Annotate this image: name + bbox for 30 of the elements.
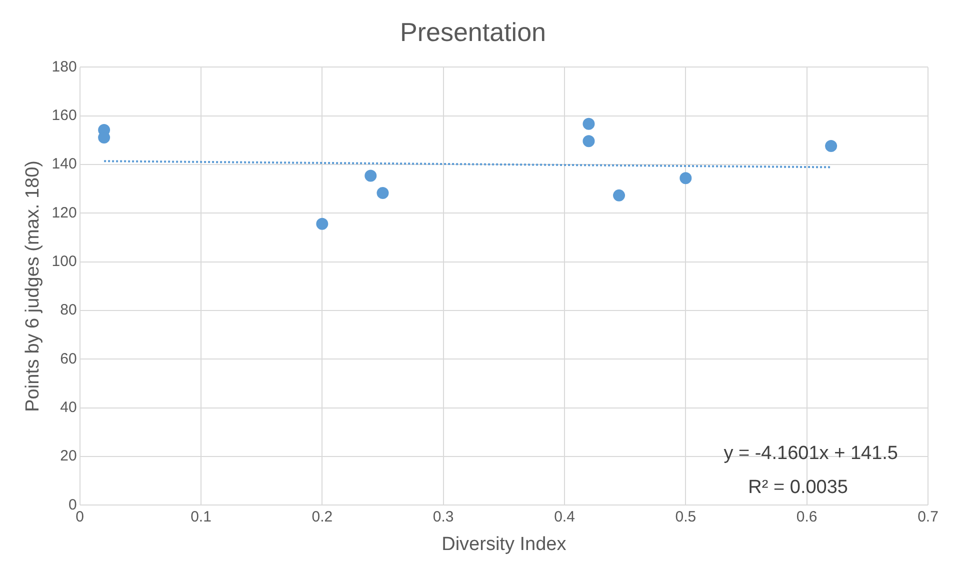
- point: [825, 140, 838, 152]
- y-tick-label: 100: [52, 253, 77, 270]
- point: [376, 187, 389, 200]
- chart-title: Presentation: [400, 16, 546, 47]
- x-tick-label: 0.2: [312, 508, 333, 526]
- y-tick-label: 60: [60, 350, 77, 368]
- y-tick-label: 20: [60, 448, 77, 465]
- annotation: y = -4.1601x + 141.5: [724, 442, 898, 464]
- y-tick-label: 160: [52, 107, 77, 124]
- point: [316, 218, 328, 230]
- x-tick-label: 0.6: [796, 508, 818, 526]
- point: [680, 172, 692, 184]
- y-axis-title: Points by 6 judges (max. 180): [22, 160, 44, 412]
- y-tick-label: 0: [68, 496, 77, 514]
- x-tick-label: 0.3: [432, 508, 454, 526]
- x-tick-label: 0.1: [190, 508, 212, 526]
- point: [582, 118, 595, 130]
- x-tick-label: 0.4: [554, 508, 575, 526]
- y-tick-label: 180: [52, 58, 77, 76]
- annotation: R² = 0.0035: [748, 476, 848, 498]
- y-tick-label: 80: [60, 302, 77, 319]
- y-tick-label: 40: [60, 399, 77, 416]
- x-tick-label: 0.5: [675, 508, 696, 526]
- x-tick-label: 0.7: [918, 508, 938, 526]
- point: [613, 189, 626, 202]
- point: [364, 170, 377, 182]
- y-tick-label: 120: [52, 204, 77, 222]
- y-tick-label: 140: [52, 156, 77, 173]
- x-axis-title: Diversity Index: [442, 534, 567, 555]
- point: [582, 135, 595, 148]
